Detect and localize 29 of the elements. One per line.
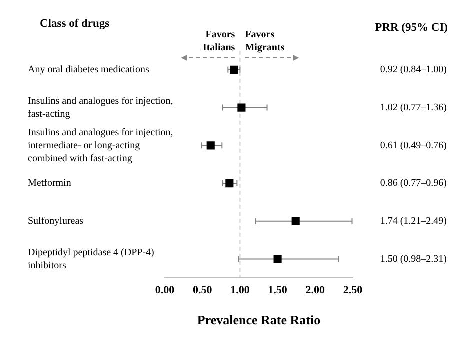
x-tick-label: 0.50 [192,284,213,297]
x-tick-label: 1.00 [230,284,250,297]
data-label: 0.86 (0.77–0.96) [380,178,447,190]
x-tick-label: 0.00 [155,284,176,297]
annotation: Favors Migrants [245,30,285,54]
text: PRR (95% CI) [375,22,448,34]
y-tick-label: Insulins and analogues for injection, intermediate- or long-acting combined with fast-acting [28,127,174,164]
y-tick-label: Insulins and analogues for injection, fast-acting [28,96,174,120]
data-label: 1.74 (1.21–2.49) [380,216,447,228]
point [238,104,246,112]
y-tick-label: Any oral diabetes medications [28,64,150,76]
point [292,217,300,226]
data-label: 1.50 (0.98–2.31) [380,254,447,265]
annotation: Favors Italians [202,30,236,54]
point [226,180,234,188]
y-tick-label: Dipeptidyl peptidase 4 (DPP-4) inhibitors [28,247,154,272]
x-axis-title: Prevalence Rate Ratio [197,312,321,328]
data-label: 0.61 (0.49–0.76) [380,140,447,152]
y-axis-title: Class of drugs [40,18,110,30]
y-tick-label: Metformin [28,178,72,190]
data-label: 1.02 (0.77–1.36) [380,102,447,114]
point [206,142,215,150]
x-tick-label: 2.50 [343,284,364,297]
x-tick-label: 1.50 [268,284,288,297]
y-tick-label: Sulfonylureas [28,216,84,228]
point [230,66,238,74]
data-label: 0.92 (0.84–1.00) [380,64,447,76]
x-tick-label: 2.00 [306,284,326,297]
point [274,255,282,264]
